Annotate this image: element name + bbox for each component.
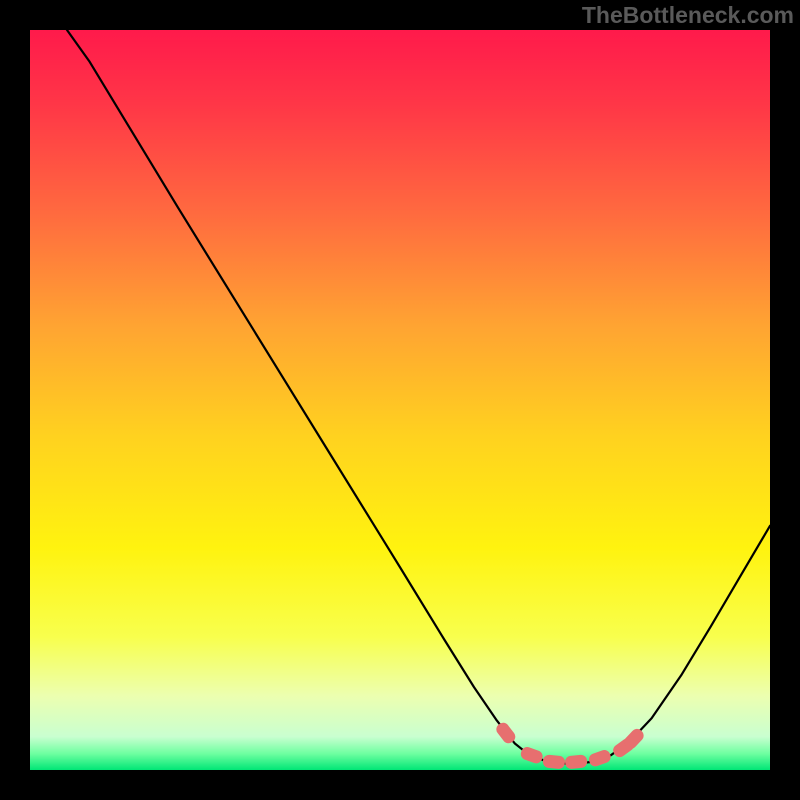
chart-container: TheBottleneck.com: [0, 0, 800, 800]
watermark: TheBottleneck.com: [582, 0, 800, 29]
watermark-text: TheBottleneck.com: [582, 2, 794, 28]
bottleneck-curve-chart: [0, 0, 800, 800]
plot-background: [30, 30, 770, 770]
